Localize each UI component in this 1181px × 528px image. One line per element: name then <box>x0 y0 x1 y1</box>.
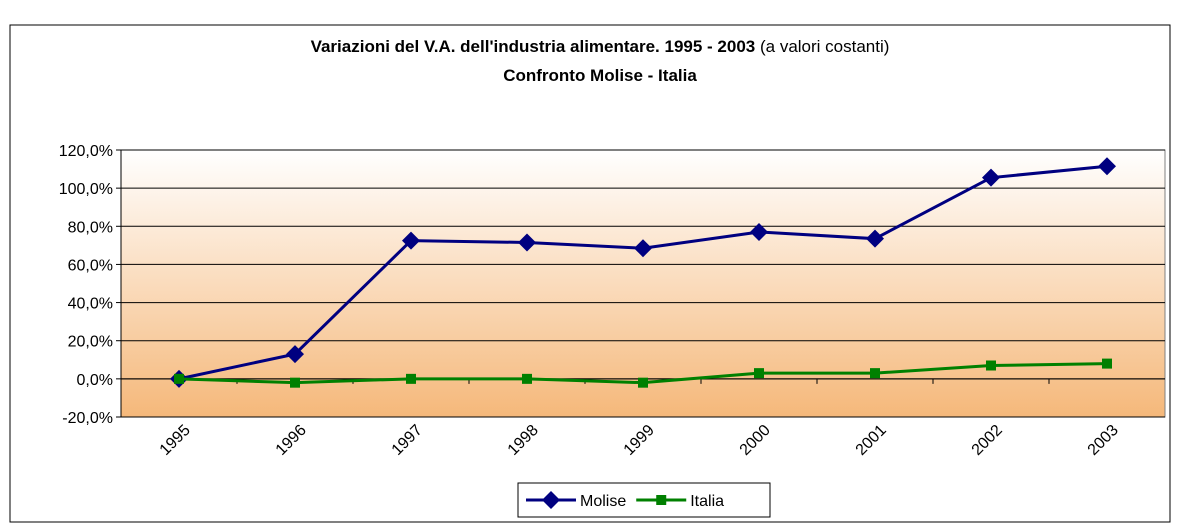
point <box>286 345 304 364</box>
point <box>406 373 416 384</box>
point <box>750 223 768 242</box>
plot-background <box>120 149 1166 418</box>
y-tick-label: 0,0% <box>77 372 113 389</box>
chart-title-note: (a valori costanti) <box>760 37 889 56</box>
point <box>522 373 532 384</box>
point <box>866 229 884 248</box>
point <box>870 368 880 379</box>
point <box>290 377 300 388</box>
y-tick-label: 120,0% <box>59 143 113 160</box>
point <box>754 368 764 379</box>
legend-label: Italia <box>690 493 724 510</box>
chart-title-line: Variazioni del V.A. dell'industria alime… <box>311 37 890 56</box>
point <box>174 373 184 384</box>
y-tick-label: 100,0% <box>59 181 113 198</box>
y-tick-label: 20,0% <box>68 334 113 351</box>
point <box>656 495 667 505</box>
point <box>1098 157 1116 176</box>
y-tick-label: 80,0% <box>68 219 113 236</box>
chart-subtitle: Confronto Molise - Italia <box>503 66 697 85</box>
chart-title: Variazioni del V.A. dell'industria alime… <box>311 37 756 56</box>
point <box>402 231 420 250</box>
point <box>634 239 652 258</box>
point <box>542 491 560 509</box>
point <box>1102 358 1112 369</box>
point <box>518 233 536 252</box>
point <box>982 168 1000 187</box>
y-tick-label: 40,0% <box>68 296 113 313</box>
y-tick-label: 60,0% <box>68 257 113 274</box>
point <box>638 377 648 388</box>
y-tick-label: -20,0% <box>62 410 113 427</box>
point <box>986 360 996 371</box>
legend-label: Molise <box>580 493 626 510</box>
